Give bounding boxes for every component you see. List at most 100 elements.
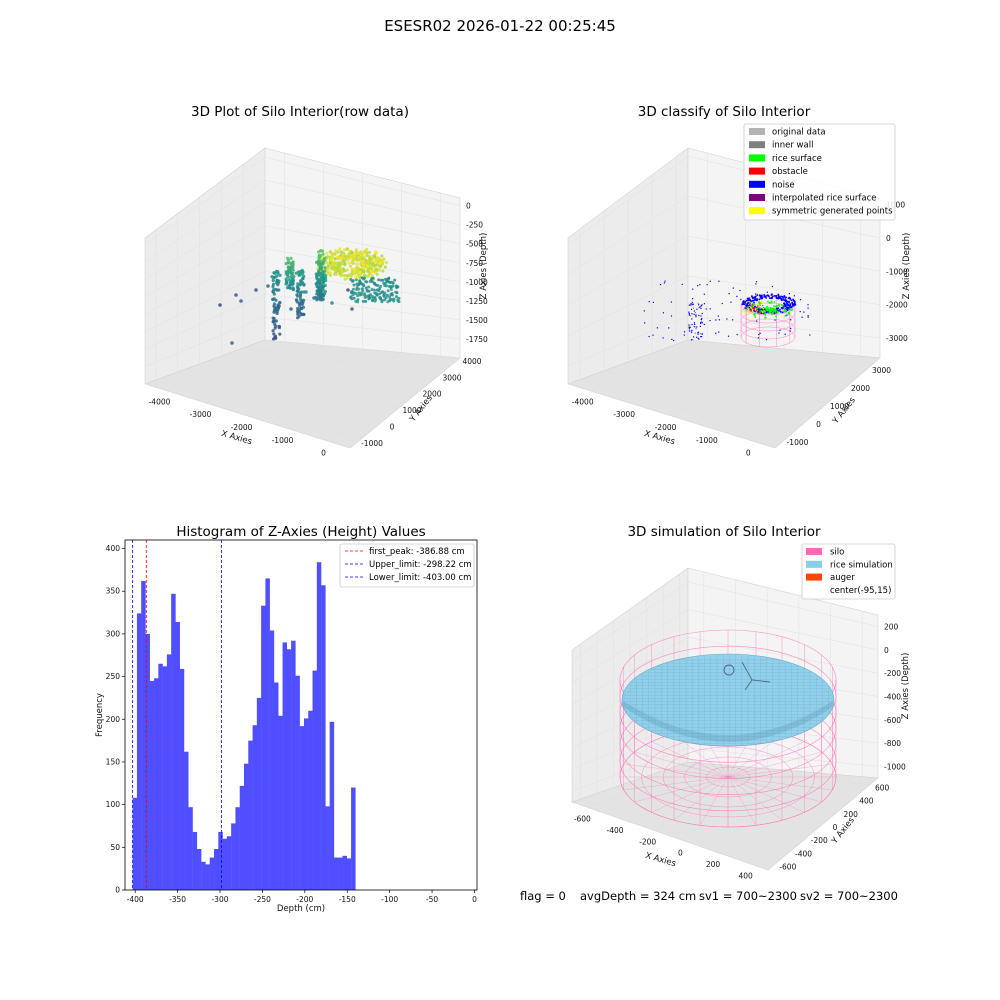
noise-point	[718, 331, 720, 333]
scatter-point	[338, 268, 342, 272]
noise-point	[748, 307, 750, 309]
histogram-bar	[184, 751, 189, 890]
scatter-point	[351, 267, 355, 271]
noise-point	[767, 311, 769, 313]
x-tick-label: -4000	[149, 397, 171, 406]
noise-point	[744, 301, 746, 304]
noise-point	[776, 307, 778, 310]
noise-point	[782, 299, 785, 301]
x-axis-label: X Axies	[644, 851, 677, 869]
histogram-bar	[166, 654, 172, 890]
panel-classify-3d: 3D classify of Silo Interior -4000-3000-…	[567, 104, 912, 458]
scatter-point	[364, 261, 368, 265]
noise-point	[766, 291, 768, 293]
noise-point	[803, 311, 805, 313]
rice-surface-point	[762, 310, 764, 313]
legend-swatch	[749, 154, 765, 162]
grid-line-z	[567, 275, 881, 336]
noise-point	[785, 296, 787, 299]
noise-point	[790, 305, 792, 308]
histogram-bar	[226, 836, 232, 890]
histogram-bar	[214, 849, 219, 890]
histogram-bar	[256, 697, 262, 890]
noise-point	[703, 293, 705, 295]
legend: original data inner wall rice surface obsta…	[743, 123, 896, 221]
scatter-point	[295, 298, 299, 302]
noise-point	[777, 296, 779, 299]
legend-swatch	[749, 180, 765, 188]
noise-point	[742, 303, 744, 305]
scatter-point	[383, 265, 387, 269]
generated-point	[754, 304, 756, 306]
rice-surface-point	[766, 309, 769, 311]
z-tick-label: -250	[466, 221, 483, 230]
z-tick-label: 200	[884, 623, 899, 632]
x-tick-label: -2000	[231, 423, 253, 432]
y-tick-label: 400	[859, 797, 874, 806]
scatter-point	[352, 283, 356, 287]
noise-point	[778, 296, 780, 298]
scatter-point	[271, 319, 275, 323]
noise-point	[780, 311, 782, 313]
noise-point	[793, 303, 795, 305]
noise-point	[754, 305, 756, 308]
histogram-bar	[286, 649, 292, 890]
histogram-bar	[244, 763, 249, 890]
silo-floor-spoke	[699, 776, 729, 826]
histogram-bar	[188, 807, 193, 890]
wall-point	[694, 332, 696, 334]
noise-point	[765, 295, 767, 297]
wall-point	[701, 304, 703, 306]
scatter-point	[302, 298, 306, 302]
wall-point	[693, 336, 695, 338]
histogram-bar	[196, 849, 202, 890]
x-tick-label: -50	[426, 895, 438, 904]
scatter-point	[370, 288, 374, 291]
histogram-bar	[282, 642, 288, 890]
noise-point	[780, 299, 783, 302]
noise-point	[786, 300, 788, 303]
noise-point	[652, 301, 654, 303]
wall-point	[701, 318, 703, 320]
grid-line-x	[671, 173, 785, 417]
noise-point	[786, 302, 788, 305]
noise-point	[792, 298, 794, 301]
noise-point	[789, 330, 791, 332]
scatter-point	[346, 254, 350, 258]
noise-point	[753, 309, 755, 311]
rice-surface-point	[774, 310, 777, 313]
scatter-point	[301, 305, 306, 309]
flag-text: flag = 0	[520, 889, 566, 903]
y-tick-label: -600	[779, 862, 796, 871]
legend-label: first_peak: -386.88 cm	[369, 547, 465, 557]
wall-point	[701, 304, 703, 306]
noise-point	[807, 315, 809, 317]
y-ticks: 0 50 100 150 200 250 300 350 400	[106, 544, 125, 895]
y-tick-label: 1000	[402, 406, 421, 415]
rice-surface-point	[771, 309, 774, 311]
noise-point	[726, 318, 728, 320]
scatter-point	[275, 274, 279, 278]
wall-point	[698, 314, 700, 317]
noise-point	[728, 293, 730, 295]
scatter-point	[356, 298, 360, 302]
generated-point	[747, 312, 749, 314]
z-tick-labels: 1000 0 -1000 -2000 -3000	[886, 201, 908, 343]
scatter-point	[382, 281, 386, 285]
rice-surface-point	[758, 301, 760, 303]
scatter-point	[325, 251, 329, 255]
noise-point	[664, 280, 666, 282]
noise-point	[787, 304, 789, 307]
scatter-point	[367, 250, 371, 255]
legend: silo rice simulation auger center(-95,15)	[801, 543, 896, 600]
scatter-point	[388, 295, 392, 299]
rice-surface-point	[767, 307, 769, 309]
noise-point	[692, 288, 694, 290]
rice-surface-point	[756, 307, 759, 309]
noise-point	[777, 293, 779, 296]
noise-point	[775, 295, 778, 297]
scatter-point	[357, 287, 361, 291]
scatter-point	[334, 272, 338, 277]
histogram-bar	[136, 613, 142, 890]
rice-surface-point	[768, 312, 771, 314]
